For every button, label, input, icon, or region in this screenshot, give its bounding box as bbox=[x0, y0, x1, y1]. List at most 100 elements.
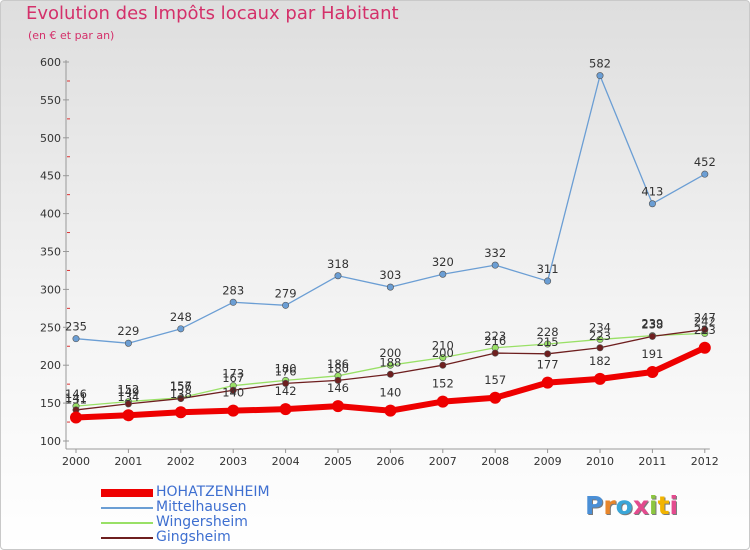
data-label: 152 bbox=[117, 383, 139, 397]
x-tick-label: 2006 bbox=[376, 455, 404, 468]
line-chart: 100 150 200 250 300 350 400 450 500 550 600 2000 200… bbox=[40, 56, 719, 468]
data-label: 318 bbox=[327, 257, 349, 271]
data-label: 582 bbox=[589, 57, 611, 71]
data-point bbox=[439, 270, 447, 278]
data-label: 131 bbox=[65, 393, 87, 407]
data-label: 234 bbox=[589, 320, 611, 334]
legend-label: HOHATZENHEIM bbox=[156, 484, 270, 500]
data-point bbox=[174, 406, 187, 419]
data-point bbox=[596, 72, 604, 80]
data-label: 452 bbox=[694, 155, 716, 169]
data-point bbox=[282, 379, 290, 387]
data-point bbox=[177, 395, 185, 403]
data-point bbox=[279, 403, 292, 416]
data-label: 142 bbox=[275, 384, 297, 398]
data-label: 311 bbox=[537, 262, 559, 276]
y-tick-label: 600 bbox=[40, 56, 61, 69]
data-label: 303 bbox=[379, 268, 401, 282]
data-label: 229 bbox=[117, 324, 139, 338]
legend-label: Wingersheim bbox=[156, 514, 248, 530]
y-tick-label: 200 bbox=[40, 359, 61, 372]
data-point bbox=[334, 272, 342, 280]
data-label: 228 bbox=[537, 325, 559, 339]
y-tick-label: 100 bbox=[40, 435, 61, 448]
chart-subtitle: (en € et par an) bbox=[28, 29, 115, 42]
data-label: 235 bbox=[65, 320, 87, 334]
data-label: 223 bbox=[589, 329, 611, 343]
data-label: 157 bbox=[484, 373, 506, 387]
data-label: 223 bbox=[694, 323, 716, 337]
data-point bbox=[229, 298, 237, 306]
data-point bbox=[701, 326, 709, 334]
data-point bbox=[282, 301, 290, 309]
data-label: 216 bbox=[484, 334, 506, 348]
data-point bbox=[439, 354, 447, 362]
y-tick-label: 300 bbox=[40, 283, 61, 296]
data-label: 413 bbox=[641, 185, 663, 199]
data-point bbox=[594, 372, 606, 385]
data-label: 156 bbox=[170, 380, 192, 394]
data-label: 320 bbox=[432, 255, 454, 269]
data-label: 180 bbox=[275, 361, 297, 375]
logo-letter: t bbox=[657, 491, 670, 520]
legend-swatch bbox=[101, 522, 153, 524]
data-label: 223 bbox=[484, 329, 506, 343]
data-point bbox=[544, 277, 552, 285]
data-point bbox=[70, 411, 82, 424]
data-label: 152 bbox=[432, 377, 454, 391]
x-tick-label: 2007 bbox=[429, 455, 457, 468]
x-tick-label: 2002 bbox=[167, 455, 195, 468]
x-tick-label: 2005 bbox=[324, 455, 352, 468]
data-point bbox=[386, 361, 394, 369]
data-point bbox=[177, 325, 185, 333]
data-point bbox=[701, 170, 709, 178]
data-point bbox=[698, 341, 711, 354]
legend-swatch bbox=[101, 507, 153, 509]
data-point bbox=[384, 404, 397, 417]
x-tick-label: 2012 bbox=[691, 455, 719, 468]
data-label: 180 bbox=[327, 361, 349, 375]
data-point bbox=[124, 400, 132, 408]
y-tick-label: 400 bbox=[40, 208, 61, 221]
data-point bbox=[648, 332, 656, 340]
data-point bbox=[544, 340, 552, 348]
data-label: 279 bbox=[275, 286, 297, 300]
data-label: 188 bbox=[379, 355, 401, 369]
data-label: 173 bbox=[222, 367, 244, 381]
data-label: 238 bbox=[641, 317, 663, 331]
x-tick-label: 2000 bbox=[62, 455, 90, 468]
data-point bbox=[436, 395, 449, 408]
data-point bbox=[334, 376, 342, 384]
data-label: 191 bbox=[641, 347, 663, 361]
y-tick-label: 150 bbox=[40, 397, 61, 410]
data-label: 141 bbox=[65, 391, 87, 405]
data-label: 149 bbox=[117, 385, 139, 399]
data-label: 332 bbox=[484, 246, 506, 260]
data-point bbox=[541, 376, 554, 389]
y-tick-label: 500 bbox=[40, 132, 61, 145]
data-point bbox=[596, 335, 604, 343]
logo-letter: r bbox=[603, 491, 616, 520]
data-point bbox=[229, 386, 237, 394]
data-label: 138 bbox=[170, 387, 192, 401]
data-label: 167 bbox=[222, 371, 244, 385]
data-label: 146 bbox=[65, 387, 87, 401]
x-tick-label: 2011 bbox=[638, 455, 666, 468]
logo-letter: P bbox=[585, 491, 604, 520]
data-label: 283 bbox=[222, 283, 244, 297]
data-label: 186 bbox=[327, 357, 349, 371]
logo-letter: o bbox=[615, 491, 633, 520]
data-point bbox=[491, 261, 499, 269]
legend-label: Mittelhausen bbox=[156, 499, 247, 515]
x-tick-label: 2008 bbox=[481, 455, 509, 468]
data-point bbox=[648, 200, 656, 208]
y-tick-label: 350 bbox=[40, 246, 61, 259]
data-point bbox=[491, 349, 499, 357]
data-point bbox=[439, 361, 447, 369]
logo-letter: i bbox=[649, 491, 658, 520]
series-line-mittelhausen bbox=[75, 74, 706, 344]
data-label: 176 bbox=[275, 364, 297, 378]
data-point bbox=[646, 366, 659, 379]
y-tick-label: 450 bbox=[40, 170, 61, 183]
